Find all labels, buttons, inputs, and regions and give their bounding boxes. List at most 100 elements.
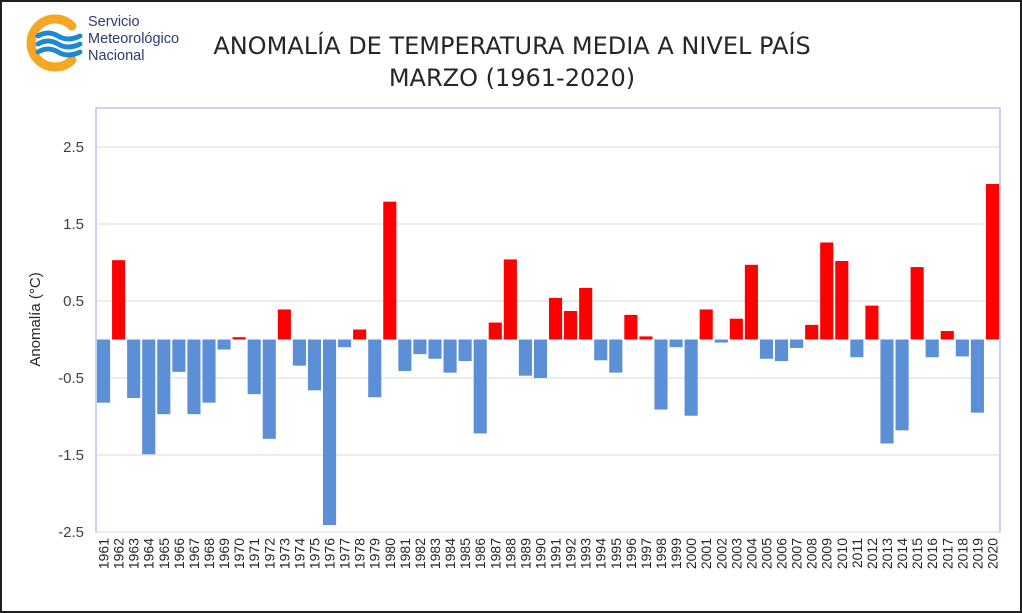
bar-1969 xyxy=(217,339,231,350)
bar-2000 xyxy=(684,339,698,416)
bar-1975 xyxy=(307,339,322,391)
x-tick-label: 2002 xyxy=(713,538,729,569)
bar-2019 xyxy=(970,339,984,413)
x-tick-label: 1995 xyxy=(608,538,624,569)
x-tick-label: 2012 xyxy=(864,538,880,569)
bar-1971 xyxy=(247,339,261,395)
y-tick-label: 0.5 xyxy=(63,293,84,310)
x-tick-label: 2006 xyxy=(774,538,790,569)
x-tick-label: 2004 xyxy=(743,538,759,569)
x-tick-label: 1964 xyxy=(141,538,157,569)
bar-2016 xyxy=(925,339,939,358)
x-tick-label: 1980 xyxy=(382,538,398,569)
bar-1988 xyxy=(503,259,517,340)
bar-1982 xyxy=(413,339,427,355)
bar-2003 xyxy=(729,318,743,340)
bar-1985 xyxy=(458,339,472,362)
plot-area-frame xyxy=(95,107,1001,533)
x-tick-label: 2020 xyxy=(984,538,1000,569)
bar-2011 xyxy=(850,339,864,358)
y-tick-label: -0.5 xyxy=(58,370,84,387)
bar-1963 xyxy=(127,339,141,399)
bar-1976 xyxy=(322,339,337,526)
bar-2001 xyxy=(699,309,713,340)
smn-logo: Servicio Meteorológico Nacional xyxy=(20,12,210,74)
bar-2004 xyxy=(744,264,758,340)
bar-2020 xyxy=(985,183,1000,340)
x-tick-label: 1990 xyxy=(532,538,548,569)
x-tick-label: 1987 xyxy=(487,538,503,569)
chart-title-block: ANOMALÍA DE TEMPERATURA MEDIA A NIVEL PA… xyxy=(202,30,822,94)
bar-1983 xyxy=(428,339,442,359)
x-tick-label: 1965 xyxy=(156,538,172,569)
bar-1998 xyxy=(654,339,668,410)
x-tick-label: 2007 xyxy=(789,538,805,569)
x-tick-label: 1999 xyxy=(668,538,684,569)
x-tick-label: 1971 xyxy=(246,538,262,569)
bar-2002 xyxy=(714,339,728,343)
x-tick-label: 1991 xyxy=(548,538,564,569)
bar-1984 xyxy=(443,339,457,373)
x-tick-label: 1986 xyxy=(472,538,488,569)
x-tick-label: 1994 xyxy=(593,538,609,569)
bar-1970 xyxy=(232,337,246,340)
x-tick-label: 1961 xyxy=(96,538,112,569)
x-tick-label: 1989 xyxy=(517,538,533,569)
x-tick-label: 2013 xyxy=(879,538,895,569)
x-tick-label: 1996 xyxy=(623,538,639,569)
bar-1995 xyxy=(609,339,623,373)
bar-1990 xyxy=(533,339,548,378)
bar-1992 xyxy=(564,311,578,340)
x-tick-label: 2001 xyxy=(698,538,714,569)
x-tick-label: 1992 xyxy=(563,538,579,569)
x-tick-label: 1978 xyxy=(352,538,368,569)
smn-logo-icon xyxy=(26,14,83,72)
bar-1968 xyxy=(202,339,216,403)
x-tick-label: 1975 xyxy=(306,538,322,569)
x-tick-label: 2019 xyxy=(969,538,985,569)
x-tick-label: 2009 xyxy=(819,538,835,569)
x-tick-label: 1977 xyxy=(337,538,353,569)
chart-title: ANOMALÍA DE TEMPERATURA MEDIA A NIVEL PA… xyxy=(213,32,811,60)
bar-1964 xyxy=(142,339,156,455)
bar-1987 xyxy=(488,322,502,340)
x-tick-label: 1972 xyxy=(261,538,277,569)
logo-line-1: Servicio xyxy=(88,14,140,30)
bar-1973 xyxy=(277,309,291,340)
logo-wordmark: Servicio Meteorológico Nacional xyxy=(88,14,179,65)
bar-1989 xyxy=(518,339,532,376)
logo-line-2: Meteorológico xyxy=(88,31,180,47)
bar-1978 xyxy=(353,329,367,340)
bar-1972 xyxy=(262,339,276,439)
bar-1997 xyxy=(639,336,653,340)
x-tick-label: 2010 xyxy=(834,538,850,569)
x-tick-label: 1984 xyxy=(442,538,458,569)
bar-1996 xyxy=(624,314,638,340)
x-tick-label: 2008 xyxy=(804,538,820,569)
y-tick-label: 1.5 xyxy=(63,216,84,233)
bar-2017 xyxy=(940,331,954,340)
bar-1999 xyxy=(669,339,683,348)
x-tick-label: 1967 xyxy=(186,538,202,569)
bar-2005 xyxy=(759,339,774,359)
bar-1981 xyxy=(398,339,412,372)
chart-subtitle: MARZO (1961-2020) xyxy=(388,64,636,92)
x-tick-label: 2000 xyxy=(683,538,699,569)
y-tick-label: -1.5 xyxy=(58,447,84,464)
x-tick-label: 1969 xyxy=(216,538,232,569)
x-tick-label: 1993 xyxy=(578,538,594,569)
x-tick-label: 1976 xyxy=(322,538,338,569)
bar-2012 xyxy=(865,305,879,340)
bar-2018 xyxy=(955,339,969,357)
x-tick-label: 1968 xyxy=(201,538,217,569)
bar-2006 xyxy=(774,339,789,362)
x-tick-label: 2018 xyxy=(954,538,970,569)
x-tick-label: 1979 xyxy=(367,538,383,569)
x-tick-label: 1982 xyxy=(412,538,428,569)
x-tick-label: 1997 xyxy=(638,538,654,569)
x-tick-label: 1973 xyxy=(276,538,292,569)
bar-2007 xyxy=(790,339,804,348)
bar-1979 xyxy=(368,339,382,398)
